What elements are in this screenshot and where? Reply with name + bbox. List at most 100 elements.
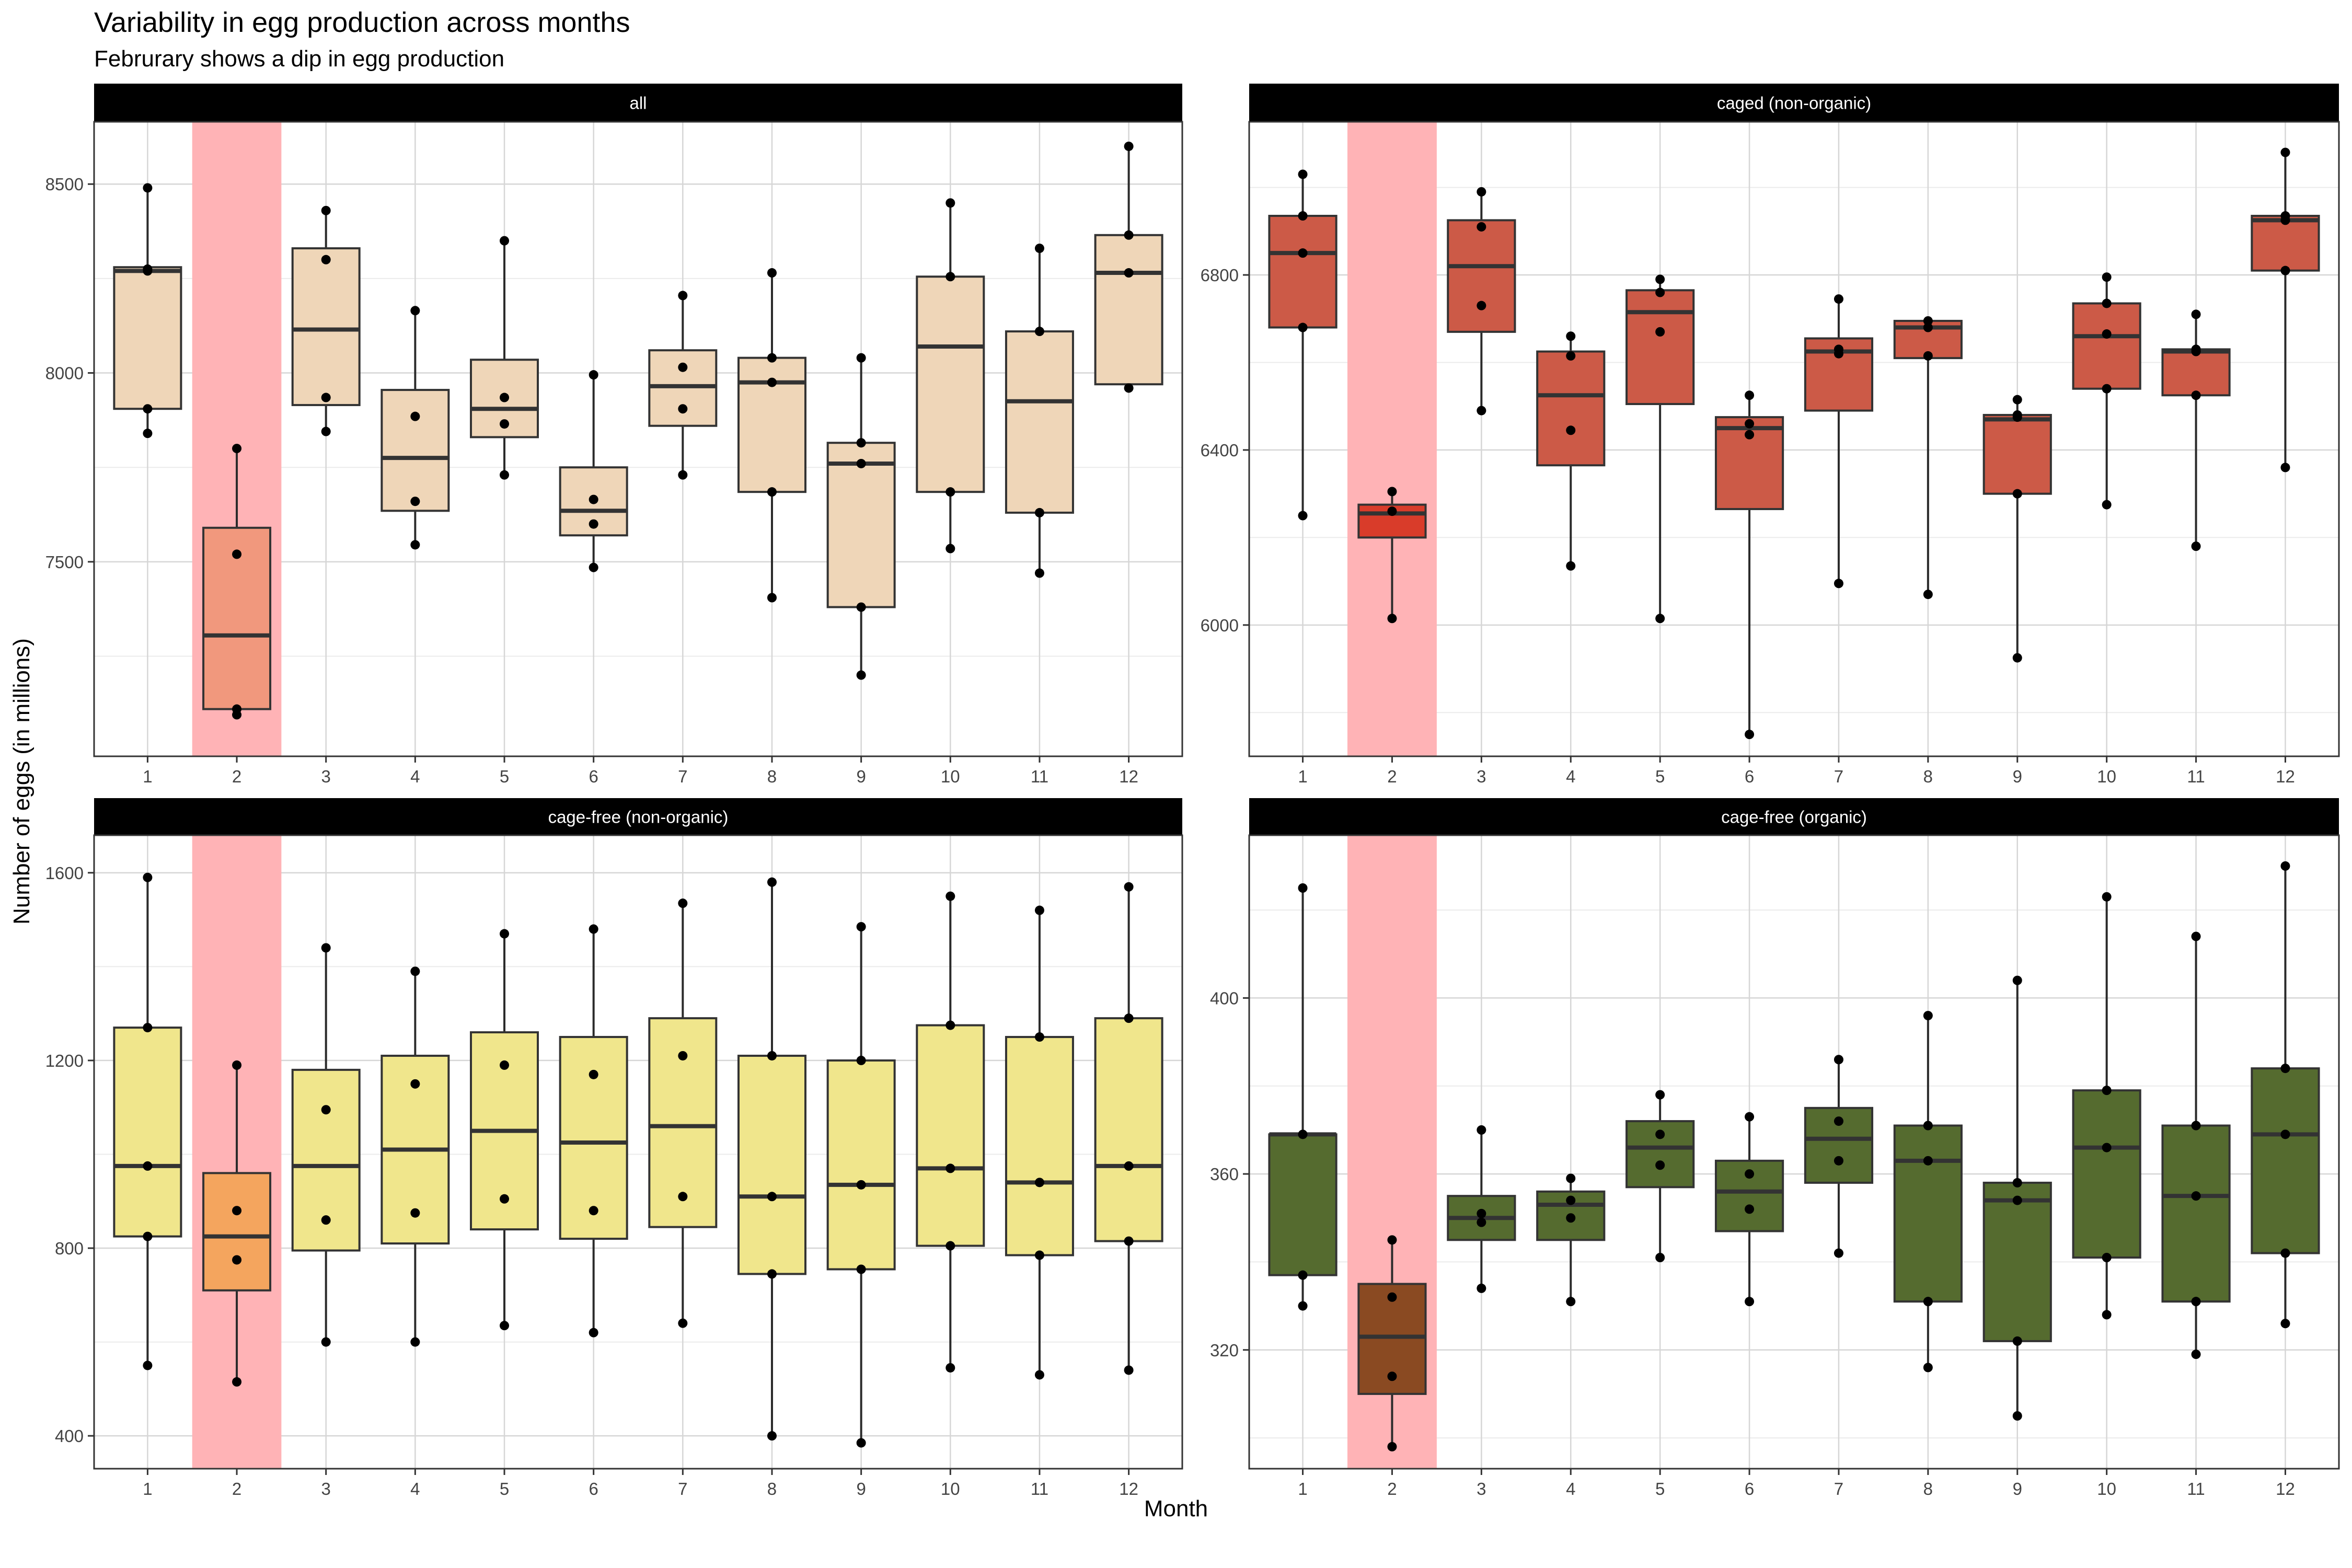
data-point xyxy=(410,966,420,976)
data-point xyxy=(946,198,955,208)
data-point xyxy=(767,877,777,887)
data-point xyxy=(1477,1125,1486,1135)
x-tick-label: 4 xyxy=(410,1479,420,1498)
data-point xyxy=(1745,430,1755,440)
data-point xyxy=(1655,274,1665,284)
data-point xyxy=(321,1337,331,1347)
data-point xyxy=(946,1363,955,1373)
data-point xyxy=(2102,384,2112,394)
y-tick-label: 800 xyxy=(55,1239,84,1258)
data-point xyxy=(767,353,777,363)
data-point xyxy=(410,497,420,506)
data-point xyxy=(2191,541,2201,551)
x-tick-label: 7 xyxy=(678,1479,687,1498)
data-point xyxy=(1387,1371,1397,1381)
box-body xyxy=(826,1059,896,1271)
box-month-9 xyxy=(1982,975,2052,1421)
data-point xyxy=(1034,1250,1044,1260)
x-tick-label: 9 xyxy=(856,1479,866,1498)
box-month-3 xyxy=(1447,1125,1516,1293)
box-month-2 xyxy=(202,444,272,720)
data-point xyxy=(321,943,331,953)
y-tick-label: 400 xyxy=(55,1426,84,1446)
data-point xyxy=(2102,1253,2112,1262)
data-point xyxy=(2280,266,2290,275)
data-point xyxy=(500,470,510,480)
x-tick-label: 7 xyxy=(678,767,687,786)
x-tick-label: 10 xyxy=(941,767,960,786)
data-point xyxy=(1566,1297,1576,1307)
highlight-band xyxy=(1347,122,1437,756)
box-month-4 xyxy=(381,966,450,1347)
data-point xyxy=(143,1023,153,1033)
data-point xyxy=(1834,1248,1843,1258)
x-tick-label: 4 xyxy=(410,767,420,786)
x-tick-label: 11 xyxy=(1031,1479,1048,1498)
panel-border xyxy=(1248,834,2340,1470)
x-tick-label: 2 xyxy=(1387,767,1397,786)
data-point xyxy=(856,1264,866,1274)
data-point xyxy=(767,377,777,387)
box-month-6 xyxy=(1714,390,1784,740)
x-tick-label: 12 xyxy=(2276,767,2295,786)
box-month-7 xyxy=(1804,1055,1874,1258)
box-month-3 xyxy=(291,205,361,436)
data-point xyxy=(1566,425,1576,435)
x-tick-label: 9 xyxy=(2013,767,2022,786)
data-point xyxy=(1477,222,1486,232)
box-month-10 xyxy=(2072,272,2141,510)
data-point xyxy=(232,1060,242,1070)
data-point xyxy=(1834,294,1843,304)
box-body xyxy=(2072,302,2141,390)
data-point xyxy=(1298,1270,1308,1280)
x-tick-label: 3 xyxy=(1477,767,1486,786)
data-point xyxy=(1745,1169,1755,1179)
data-point xyxy=(410,1208,420,1218)
data-point xyxy=(2191,309,2201,319)
data-point xyxy=(1745,1112,1755,1122)
box-month-11 xyxy=(2161,309,2231,551)
x-tick-label: 6 xyxy=(589,1479,598,1498)
data-point xyxy=(678,291,688,301)
data-point xyxy=(589,1206,598,1216)
data-point xyxy=(1298,169,1308,179)
data-point xyxy=(143,183,153,193)
box-body xyxy=(916,1024,985,1247)
facet-strip xyxy=(1249,798,2339,835)
data-point xyxy=(1655,1129,1665,1139)
data-point xyxy=(1477,301,1486,310)
data-point xyxy=(232,1377,242,1387)
x-tick-label: 12 xyxy=(1119,1479,1138,1498)
data-point xyxy=(1745,730,1755,740)
x-tick-label: 11 xyxy=(2187,767,2205,786)
data-point xyxy=(232,704,242,714)
data-point xyxy=(143,1361,153,1370)
data-point xyxy=(678,470,688,480)
y-axis-label: Number of eggs (in millions) xyxy=(9,638,34,925)
data-point xyxy=(410,411,420,421)
data-point xyxy=(1834,579,1843,589)
box-body xyxy=(1094,234,1163,386)
box-month-6 xyxy=(1714,1112,1784,1307)
data-point xyxy=(2012,395,2022,405)
data-point xyxy=(2280,147,2290,157)
box-month-11 xyxy=(2161,931,2231,1359)
box-month-12 xyxy=(1094,882,1163,1375)
y-tick-label: 6000 xyxy=(1201,616,1239,635)
data-point xyxy=(1834,344,1843,354)
x-tick-label: 1 xyxy=(1298,767,1307,786)
data-point xyxy=(1923,316,1933,326)
data-point xyxy=(589,370,598,380)
data-point xyxy=(2191,390,2201,400)
data-point xyxy=(856,670,866,680)
x-tick-label: 6 xyxy=(1745,1479,1754,1498)
data-point xyxy=(2102,892,2112,902)
box-body xyxy=(2161,1124,2231,1303)
x-tick-label: 4 xyxy=(1566,767,1575,786)
data-point xyxy=(1034,327,1044,337)
x-tick-label: 2 xyxy=(232,767,241,786)
box-month-1 xyxy=(113,872,182,1370)
data-point xyxy=(410,306,420,316)
box-month-8 xyxy=(1893,1011,1963,1373)
